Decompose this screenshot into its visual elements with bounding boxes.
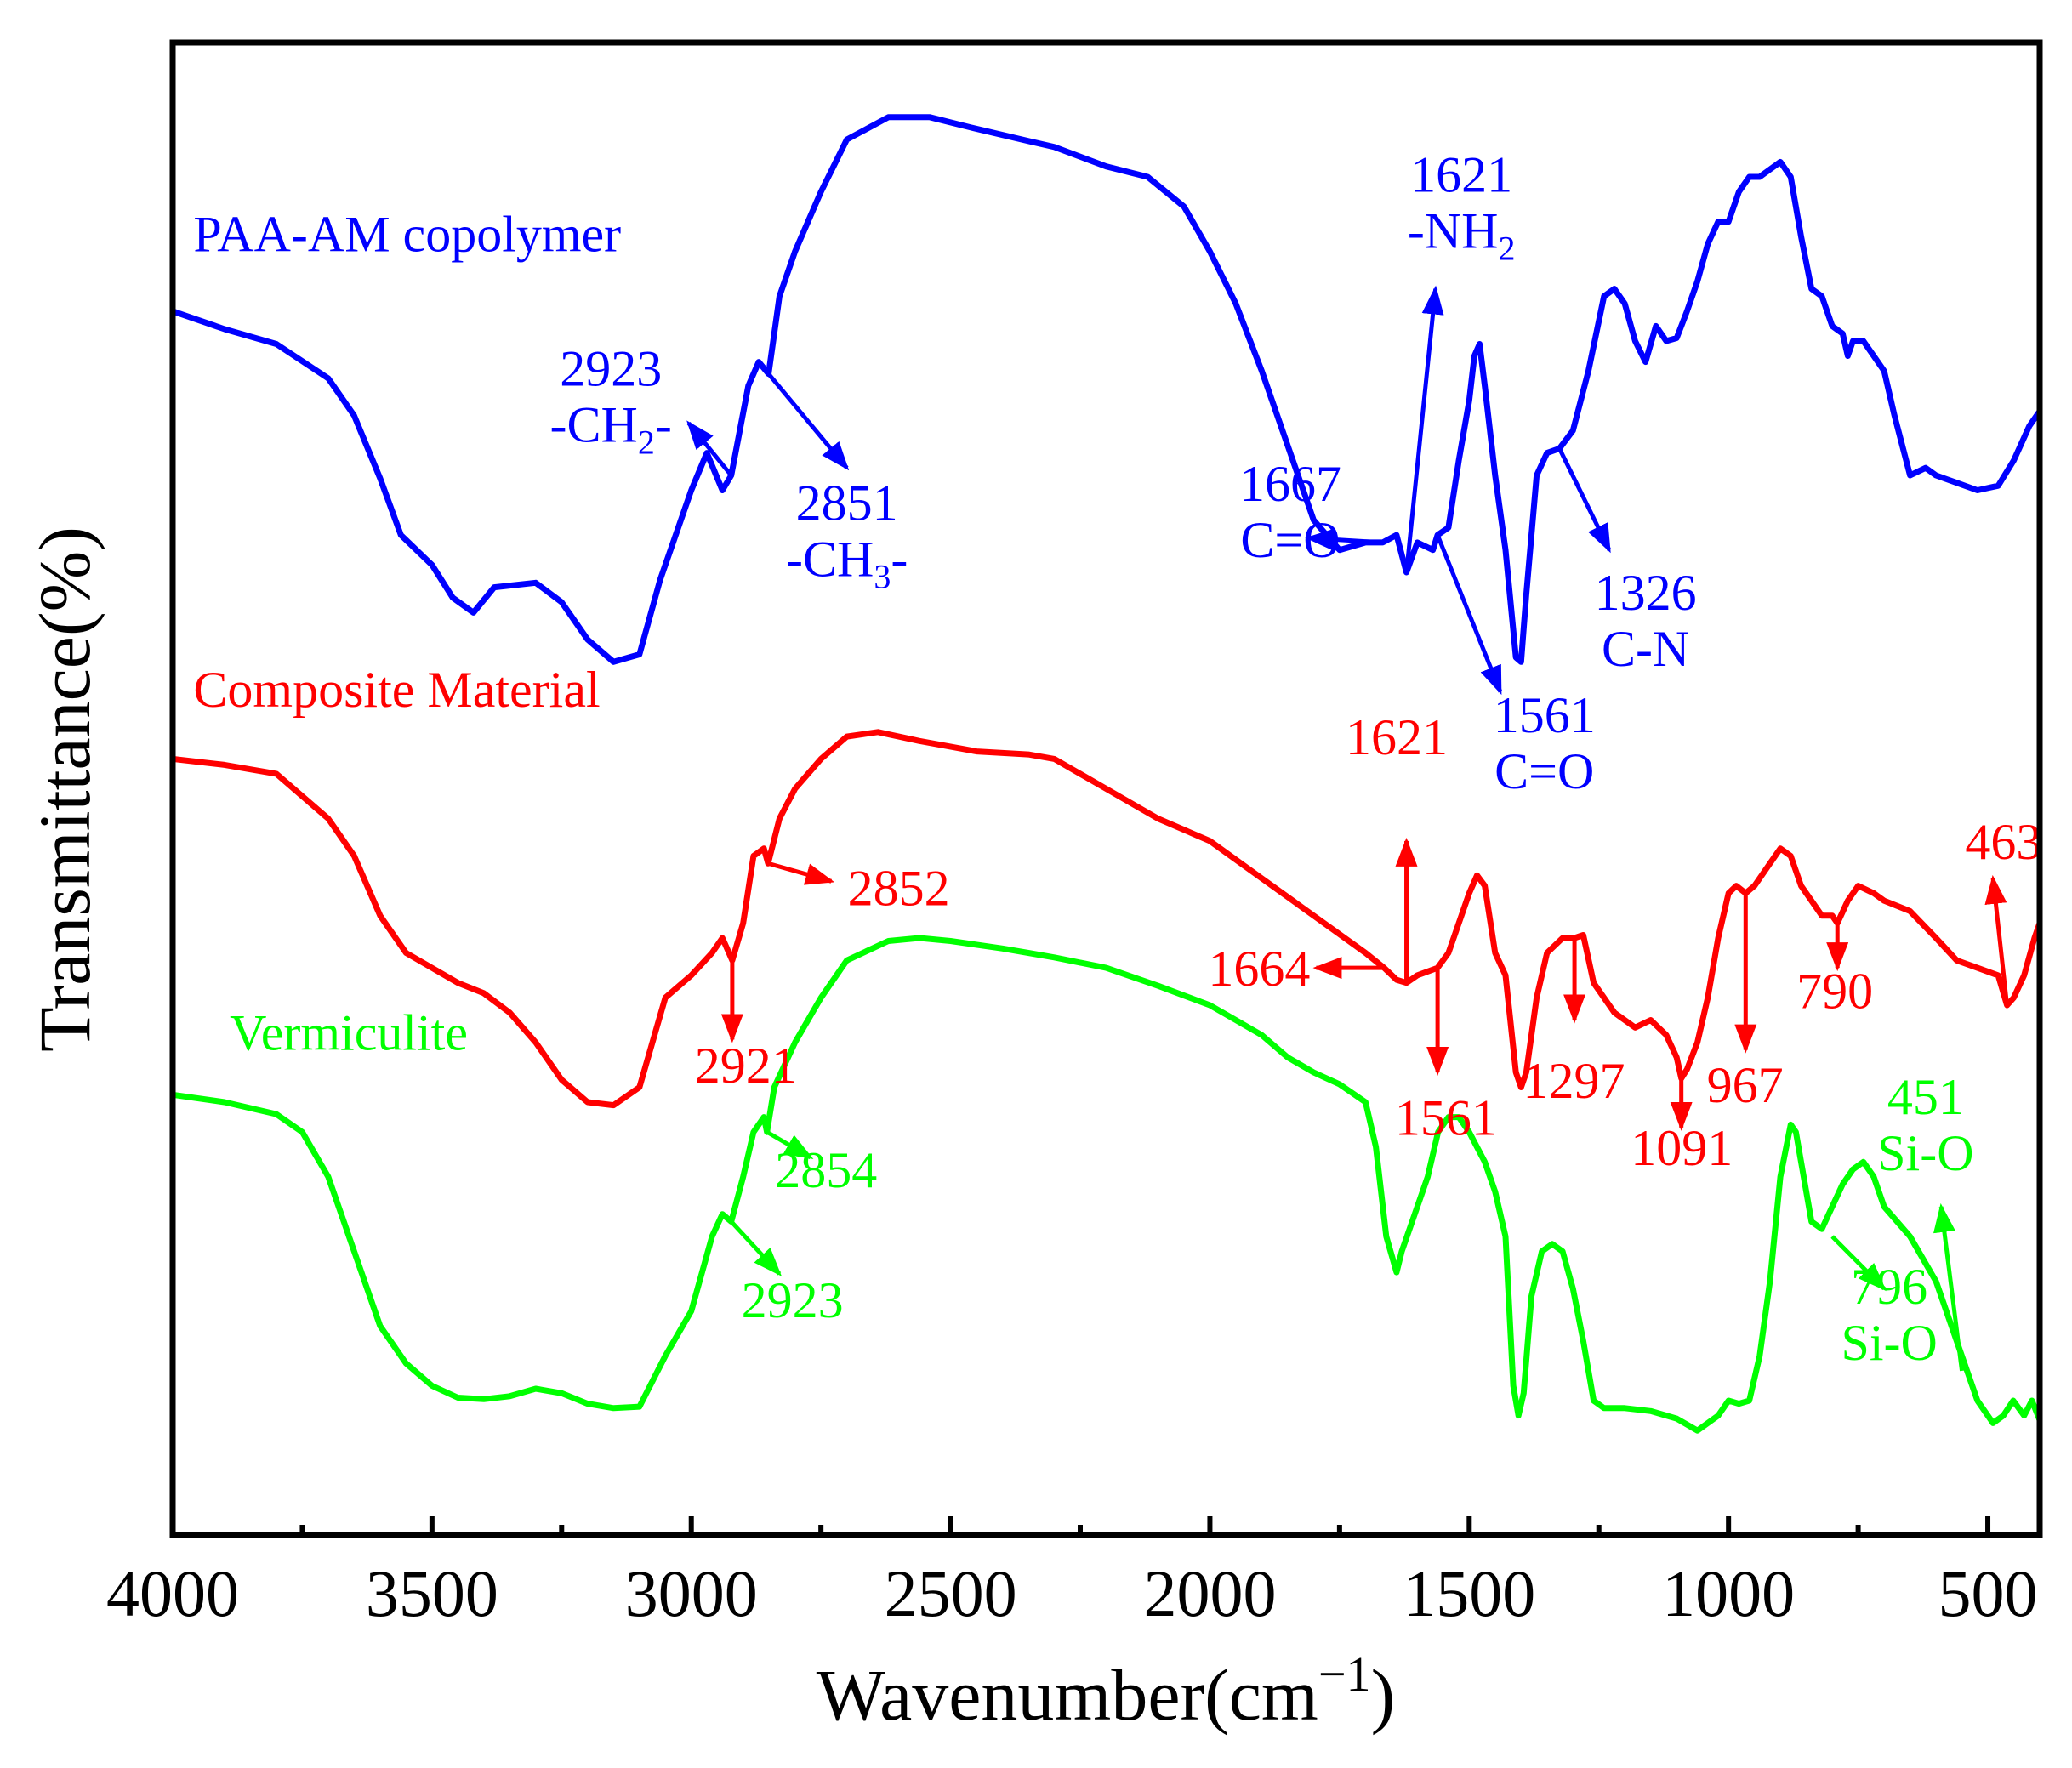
- annotation-1621: 1621-NH2: [1404, 147, 1516, 573]
- annotation-label: 1561: [1395, 1090, 1497, 1146]
- annotation-arrow: [729, 1219, 783, 1276]
- annotation-arrow: [1435, 534, 1503, 696]
- annotation-2923: 2923-CH2-: [550, 341, 733, 477]
- series-label-composite-material: Composite Material: [193, 662, 600, 718]
- annotation-967: 967: [1707, 893, 1784, 1113]
- annotation-label: -NH2: [1408, 203, 1516, 268]
- annotation-label: 1326: [1595, 565, 1697, 621]
- annotation-arrow: [1933, 1202, 1965, 1372]
- annotation-label: 1091: [1631, 1120, 1733, 1176]
- annotation-label: 1561: [1494, 687, 1596, 743]
- plot-frame: [169, 39, 2043, 1538]
- annotation-arrow: [686, 420, 733, 477]
- x-tick-label: 1000: [1662, 1556, 1795, 1630]
- annotation-label: C=O: [1494, 743, 1594, 799]
- annotation-1091: 1091: [1631, 1077, 1733, 1176]
- annotations: 2923-CH2-2851-CH3-1667C=O1621-NH21561C=O…: [550, 147, 2041, 1372]
- x-tick-label: 2500: [885, 1556, 1017, 1630]
- series-line-vermiculite: [169, 935, 2043, 1434]
- annotation-2923: 2923: [729, 1219, 844, 1328]
- annotation-label: 796: [1851, 1259, 1927, 1315]
- annotation-label: Si-O: [1841, 1315, 1938, 1371]
- series-label-paa-am-copolymer: PAA-AM copolymer: [193, 207, 621, 263]
- annotation-1297: 1297: [1523, 938, 1625, 1109]
- annotation-2852: 2852: [767, 860, 950, 916]
- plot-area: [169, 114, 2043, 1434]
- annotation-1561: 1561: [1395, 968, 1497, 1146]
- y-axis-title: Transmittance(%): [24, 526, 105, 1052]
- annotation-label: 1621: [1410, 147, 1512, 203]
- annotation-label: 790: [1796, 963, 1873, 1019]
- x-tick-label: 3000: [625, 1556, 758, 1630]
- series-labels: PAA-AM copolymer Composite Material Vermic…: [193, 207, 621, 1061]
- annotation-label: 2923: [742, 1272, 844, 1328]
- x-axis-title-main: Wavenumber(cm: [817, 1654, 1318, 1736]
- series-line-paa-am-copolymer: [169, 114, 2043, 665]
- annotation-label: 2854: [775, 1142, 877, 1198]
- annotation-arrow: [766, 1129, 814, 1160]
- x-tick-label: 1500: [1403, 1556, 1535, 1630]
- annotation-label: 2852: [848, 860, 950, 916]
- annotation-2851: 2851-CH3-: [766, 372, 908, 596]
- x-tick-label: 500: [1938, 1556, 2038, 1630]
- annotation-label: 1621: [1346, 709, 1448, 765]
- x-tick-label: 4000: [106, 1556, 239, 1630]
- x-axis-title-close: ): [1371, 1654, 1396, 1736]
- annotation-label: 2923: [560, 341, 662, 397]
- x-tick-label: 3500: [366, 1556, 498, 1630]
- annotation-label: C-N: [1602, 621, 1689, 677]
- annotation-label: 967: [1707, 1057, 1784, 1113]
- annotation-1621: 1621: [1346, 709, 1448, 983]
- annotation-label: -CH2-: [550, 397, 672, 462]
- annotation-label: 463: [1965, 814, 2041, 870]
- annotation-label: 1667: [1239, 456, 1341, 512]
- annotation-arrow: [1984, 874, 2010, 1006]
- annotation-label: 451: [1887, 1069, 1964, 1125]
- annotation-arrow: [1305, 528, 1383, 551]
- annotation-label: -CH3-: [786, 532, 908, 596]
- x-axis: 4000 3500 3000 2500 2000 1500 1000 500: [106, 1516, 2038, 1630]
- annotation-arrow: [1404, 285, 1444, 573]
- annotation-label: 1297: [1523, 1053, 1625, 1109]
- annotation-790: 790: [1796, 923, 1873, 1019]
- annotation-label: 2921: [695, 1037, 797, 1094]
- x-axis-title-sup: −1: [1318, 1646, 1371, 1702]
- annotation-2921: 2921: [695, 960, 797, 1094]
- annotation-arrow: [767, 861, 835, 885]
- annotation-label: C=O: [1240, 512, 1340, 568]
- annotation-label: Si-O: [1877, 1125, 1973, 1181]
- x-tick-label: 2000: [1143, 1556, 1276, 1630]
- annotation-arrow: [1830, 1235, 1887, 1292]
- series-line-composite-material: [169, 729, 2043, 1109]
- x-axis-title: Wavenumber(cm−1): [817, 1646, 1395, 1736]
- annotation-463: 463: [1965, 814, 2041, 1006]
- annotation-1664: 1664: [1208, 941, 1385, 997]
- annotation-arrow: [766, 372, 850, 471]
- series-label-vermiculite: Vermiculite: [230, 1005, 468, 1061]
- annotation-label: 2851: [796, 475, 898, 532]
- annotation-label: 1664: [1208, 941, 1310, 997]
- annotation-2854: 2854: [766, 1129, 877, 1198]
- annotation-arrow: [1557, 447, 1612, 554]
